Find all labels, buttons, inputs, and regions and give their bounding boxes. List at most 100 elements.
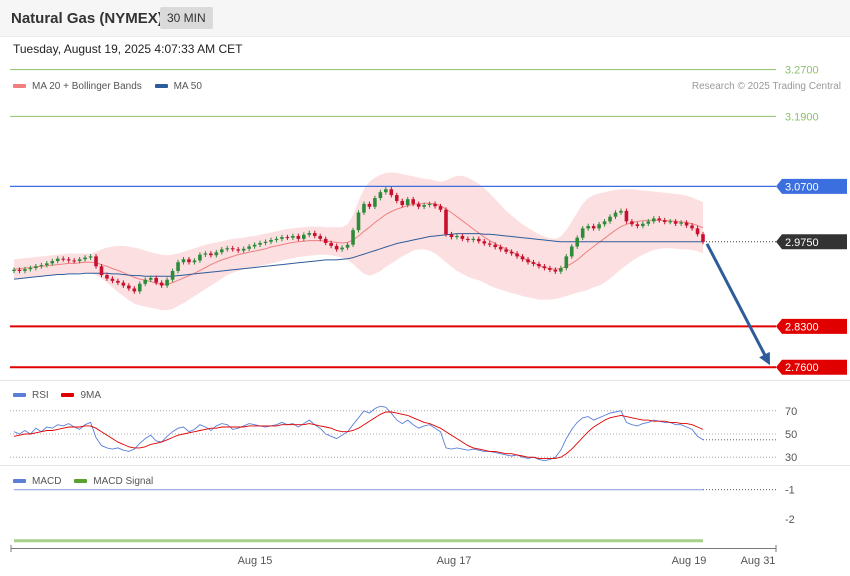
main-legend: MA 20 + Bollinger Bands MA 50: [13, 81, 212, 92]
rsi-legend: RSI 9MA: [13, 390, 111, 401]
legend-item-ma20: MA 20 + Bollinger Bands: [13, 81, 142, 92]
candle-body: [94, 256, 98, 267]
candle-body: [192, 260, 197, 263]
candle-body: [673, 221, 678, 224]
candle-body: [203, 253, 208, 255]
candle-body: [307, 233, 312, 235]
rsi-level-label: 50: [785, 429, 797, 441]
candle-body: [170, 270, 175, 280]
candle-body: [405, 199, 410, 206]
candle-body: [50, 261, 55, 264]
candle-body: [690, 225, 694, 229]
candle-body: [531, 262, 536, 264]
candle-body: [236, 249, 240, 251]
rsi-level-label: 30: [785, 452, 797, 464]
candle-body: [651, 218, 656, 222]
candle-body: [580, 228, 585, 238]
candle-body: [471, 238, 476, 241]
x-tick-label: Aug 31: [741, 555, 776, 567]
candle-body: [165, 279, 169, 286]
rsi-line: [13, 405, 704, 462]
candle-body: [148, 277, 153, 280]
candle-body: [137, 283, 142, 292]
divider: [0, 380, 850, 381]
candle-body: [12, 269, 16, 271]
candle-body: [312, 233, 317, 236]
candle-body: [367, 203, 372, 207]
legend-item-macd: MACD: [13, 476, 61, 487]
level-label: 3.2700: [785, 65, 819, 77]
level-label: 2.7600: [785, 362, 819, 374]
macd-level-label: -2: [785, 514, 795, 526]
legend-label: MA 50: [173, 81, 202, 92]
candle-body: [635, 224, 640, 227]
candle-body: [116, 280, 120, 283]
candle-body: [214, 252, 219, 256]
candle-body: [258, 242, 262, 245]
candle-body: [411, 199, 415, 204]
candle-body: [72, 260, 76, 262]
ma50-line: [13, 233, 703, 280]
candle-body: [61, 258, 66, 260]
candle-body: [269, 240, 273, 242]
candle-body: [619, 210, 623, 213]
forecast-arrowhead: [759, 351, 770, 366]
candles: [12, 186, 705, 294]
candle-body: [613, 212, 618, 217]
candle-body: [559, 268, 563, 272]
header-bar: Natural Gas (NYMEX) 30 MIN: [0, 0, 850, 37]
candle-body: [384, 189, 388, 193]
candle-body: [520, 256, 525, 260]
candle-body: [159, 282, 164, 286]
candle-body: [225, 248, 230, 250]
divider: [0, 465, 850, 466]
level-tag: [776, 318, 847, 334]
level-label: 2.8300: [785, 321, 819, 333]
candle-body: [351, 230, 355, 245]
candle-body: [121, 282, 126, 286]
candle-body: [187, 259, 191, 263]
candle-body: [416, 203, 421, 207]
level-label: 3.1900: [785, 111, 819, 123]
legend-swatch: [13, 393, 26, 398]
legend-item-rsi: RSI: [13, 390, 49, 401]
candle-body: [105, 275, 109, 279]
candle-body: [274, 238, 279, 241]
candle-body: [356, 212, 361, 231]
candle-body: [280, 237, 284, 239]
candle-body: [662, 220, 667, 222]
candle-body: [345, 244, 350, 248]
candle-body: [668, 221, 672, 223]
candle-body: [45, 263, 49, 266]
interval-badge[interactable]: 30 MIN: [160, 7, 213, 29]
macd-level-label: -1: [785, 485, 795, 497]
candle-body: [624, 210, 629, 222]
candle-body: [449, 234, 454, 238]
bollinger-band-area: [14, 172, 703, 311]
level-tag: [776, 234, 847, 250]
candle-body: [679, 222, 683, 224]
legend-swatch: [13, 479, 26, 484]
candle-body: [394, 195, 399, 201]
candle-body: [400, 200, 405, 206]
candle-body: [695, 228, 700, 235]
candle-body: [176, 262, 180, 271]
candle-body: [55, 258, 60, 262]
candle-body: [438, 206, 443, 210]
candle-body: [34, 266, 38, 269]
legend-label: RSI: [32, 390, 49, 401]
legend-swatch: [74, 479, 88, 484]
candle-body: [487, 243, 492, 245]
candle-body: [323, 238, 328, 243]
candle-body: [569, 246, 574, 257]
candle-body: [181, 259, 186, 263]
legend-swatch: [61, 393, 75, 398]
candle-body: [230, 248, 235, 250]
candle-body: [241, 248, 246, 251]
candle-body: [477, 238, 481, 242]
macd-legend: MACD MACD Signal: [13, 476, 163, 487]
candle-body: [17, 269, 22, 271]
candle-body: [460, 235, 465, 239]
copyright-note: Research © 2025 Trading Central: [691, 81, 841, 92]
